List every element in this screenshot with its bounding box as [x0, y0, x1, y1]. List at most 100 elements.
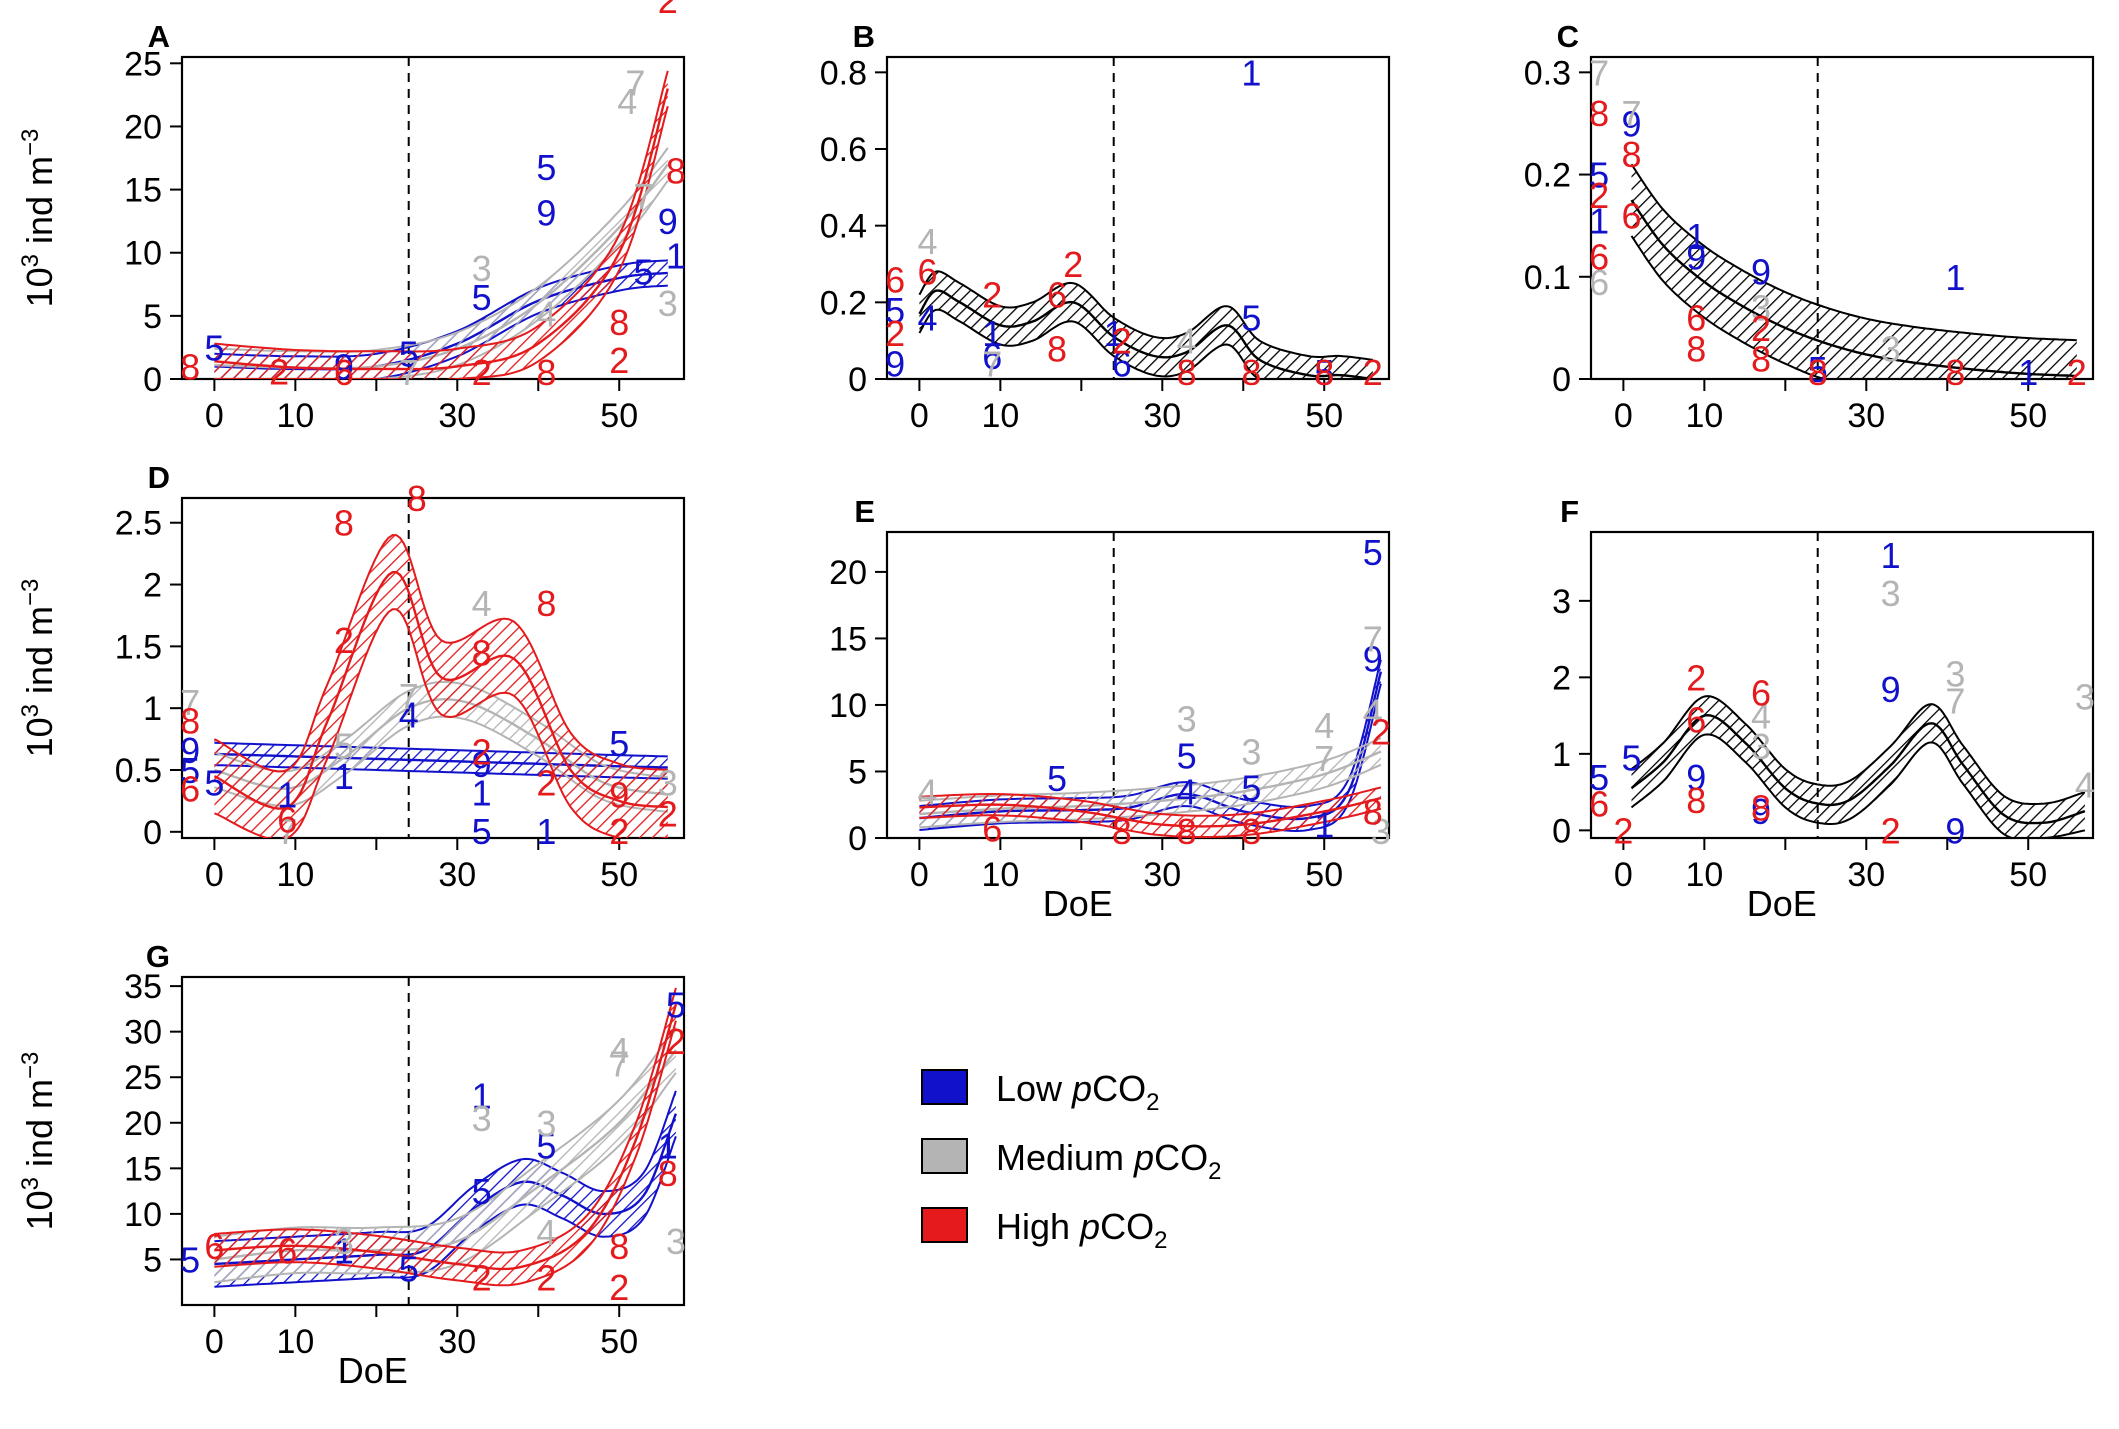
data-point-low: 5: [1589, 155, 1609, 196]
data-point-medium: 7: [1314, 738, 1334, 779]
series-upper-low: [214, 741, 668, 758]
data-point-low: 9: [334, 346, 354, 387]
data-point-high: 2: [609, 340, 629, 381]
data-point-medium: 4: [472, 583, 492, 624]
y-tick-label: 0: [848, 361, 867, 399]
data-point-low: 5: [399, 334, 419, 375]
data-point-low: 9: [180, 730, 200, 771]
data-point-high: 2: [982, 275, 1002, 316]
panel-e-frame: [885, 530, 1391, 840]
data-point-medium: 6: [1589, 262, 1609, 303]
data-point-high: 2: [666, 1021, 686, 1062]
panel-b-letter: B: [853, 19, 875, 54]
data-point-medium: 3: [1177, 698, 1197, 739]
data-point-medium: 3: [658, 283, 678, 324]
data-point-high: 2: [269, 351, 289, 392]
series-band-pooled: [1631, 164, 2077, 379]
series-line-high: [214, 1003, 678, 1271]
data-point-low: 4: [1177, 771, 1197, 812]
data-point-high: 6: [334, 352, 354, 393]
data-point-low: 9: [1751, 791, 1771, 832]
data-point-medium: 4: [536, 1212, 556, 1253]
panel-c-letter: C: [1557, 19, 1579, 54]
y-tick-label: 0.8: [820, 54, 867, 92]
data-point-high: 2: [2067, 352, 2087, 393]
y-tick-label: 10: [829, 687, 867, 725]
data-point-medium: 3: [1751, 287, 1771, 328]
data-point-medium: 3: [472, 1098, 492, 1139]
data-point-medium: 7: [1363, 618, 1383, 659]
data-point-low: 9: [1686, 757, 1706, 798]
data-point-medium: 3: [1371, 811, 1391, 852]
y-tick-label: 10: [124, 1196, 162, 1234]
y-tick-label: 25: [124, 45, 162, 83]
x-tick-label: 10: [1685, 397, 1723, 435]
data-point-high: 8: [536, 583, 556, 624]
data-point-medium: 7: [399, 352, 419, 393]
data-point-medium: 4: [1177, 321, 1197, 362]
data-point-low: 9: [1621, 103, 1641, 144]
data-point-high: 8: [609, 302, 629, 343]
panel-d-y-title: 103 ind m−3: [17, 579, 60, 758]
data-point-low: 5: [666, 984, 686, 1025]
data-point-low: 1: [334, 1230, 354, 1271]
data-point-high: 8: [472, 633, 492, 674]
x-tick-label: 50: [2009, 856, 2047, 894]
panel-b-frame: [885, 55, 1391, 381]
data-point-low: 9: [1945, 810, 1965, 851]
data-point-medium: 4: [2075, 764, 2095, 805]
x-tick-label: 10: [1685, 856, 1723, 894]
legend: Low pCO2 Medium pCO2 High pCO2: [921, 1068, 1221, 1254]
panel-g-y-title: 103 ind m−3: [17, 1052, 60, 1231]
data-point-high: 6: [204, 1226, 224, 1267]
data-point-low: 1: [334, 756, 354, 797]
data-point-low: 5: [472, 277, 492, 318]
y-tick-label: 0: [143, 814, 162, 852]
data-point-high: 8: [666, 151, 686, 192]
data-point-high: 2: [536, 762, 556, 803]
x-tick-label: 50: [600, 856, 638, 894]
data-point-high: 8: [1686, 780, 1706, 821]
data-point-low: 5: [1177, 736, 1197, 777]
data-point-high: 8: [1177, 352, 1197, 393]
x-tick-label: 0: [1614, 856, 1633, 894]
data-point-high: 2: [472, 352, 492, 393]
data-point-low: 5: [1241, 767, 1261, 808]
data-point-medium: 7: [1589, 52, 1609, 93]
data-point-high: 8: [609, 1226, 629, 1267]
data-point-high: 2: [536, 1258, 556, 1299]
data-point-low: 1: [1881, 535, 1901, 576]
data-point-medium: 4: [617, 81, 637, 122]
y-tick-label: 20: [829, 554, 867, 592]
data-point-low: 5: [204, 762, 224, 803]
data-point-high: 8: [1241, 811, 1261, 852]
data-point-medium: 7: [1945, 680, 1965, 721]
data-point-low: 4: [917, 298, 937, 339]
series-lower-high: [214, 1020, 677, 1287]
data-point-high: 8: [658, 1153, 678, 1194]
panel-a-y-title: 103 ind m−3: [17, 129, 60, 308]
data-point-high: 2: [1751, 308, 1771, 349]
data-point-medium: 3: [334, 1221, 354, 1262]
y-tick-label: 5: [143, 1241, 162, 1279]
data-point-low: 9: [885, 344, 905, 385]
data-point-high: 8: [180, 346, 200, 387]
y-tick-label: 20: [124, 108, 162, 146]
panel-d-plot-area: [213, 534, 668, 838]
data-point-medium: 3: [1241, 732, 1261, 773]
data-point-low: 9: [658, 201, 678, 242]
y-tick-label: 1.5: [115, 628, 162, 666]
x-tick-label: 50: [1305, 856, 1343, 894]
x-tick-label: 30: [1143, 856, 1181, 894]
series-line-high: [214, 88, 669, 371]
series-band-pooled: [1631, 696, 2085, 838]
x-tick-label: 0: [205, 856, 224, 894]
x-tick-label: 10: [276, 1323, 314, 1361]
data-point-medium: 4: [917, 771, 937, 812]
data-point-high: 2: [1881, 810, 1901, 851]
series-band-high: [214, 535, 668, 838]
